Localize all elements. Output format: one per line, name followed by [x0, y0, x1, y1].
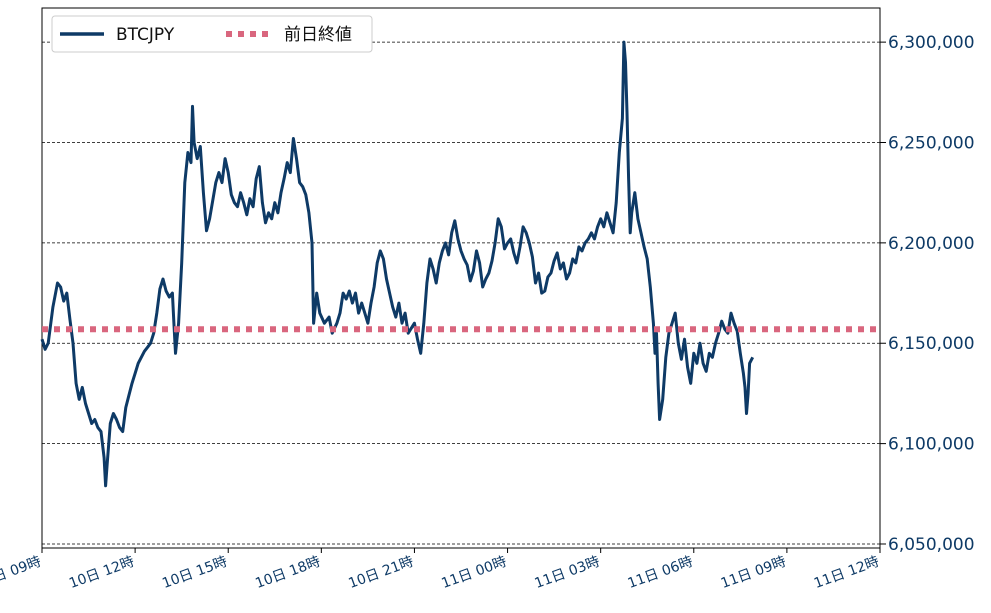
y-tick-label: 6,300,000 [888, 33, 975, 53]
x-tick-label: 10日 15時 [160, 554, 229, 592]
legend: BTCJPY 前日終値 [51, 15, 373, 53]
y-tick-label: 6,200,000 [888, 234, 975, 254]
x-tick-label: 11日 00時 [439, 554, 508, 592]
x-tick-label: 10日 18時 [253, 554, 322, 592]
legend-label-previous-close: 前日終値 [284, 25, 352, 45]
x-tick-label: 11日 03時 [533, 554, 602, 592]
series-layer [40, 40, 880, 488]
series-line-btcjpy [40, 40, 755, 488]
y-tick-label: 6,150,000 [888, 334, 975, 354]
x-tick-label: 10日 21時 [346, 554, 415, 592]
y-tick-label: 6,100,000 [888, 435, 975, 455]
y-tick-label: 6,250,000 [888, 133, 975, 153]
x-tick-label: 11日 09時 [719, 554, 788, 592]
x-tick-label: 11日 06時 [626, 554, 695, 592]
legend-label-btcjpy: BTCJPY [116, 25, 175, 45]
legend-box [51, 15, 373, 53]
plot-area-frame [41, 7, 881, 549]
x-axis: 10日 09時 10日 12時 10日 15時 10日 18時 10日 21時 11日 0… [0, 548, 881, 592]
x-tick-label: 10日 12時 [67, 554, 136, 592]
y-axis: 6,050,000 6,100,000 6,150,000 6,200,000 6,25… [880, 33, 975, 555]
y-tick-label: 6,050,000 [888, 535, 975, 555]
x-tick-label: 10日 09時 [0, 554, 43, 592]
x-tick-label: 11日 12時 [812, 554, 881, 592]
